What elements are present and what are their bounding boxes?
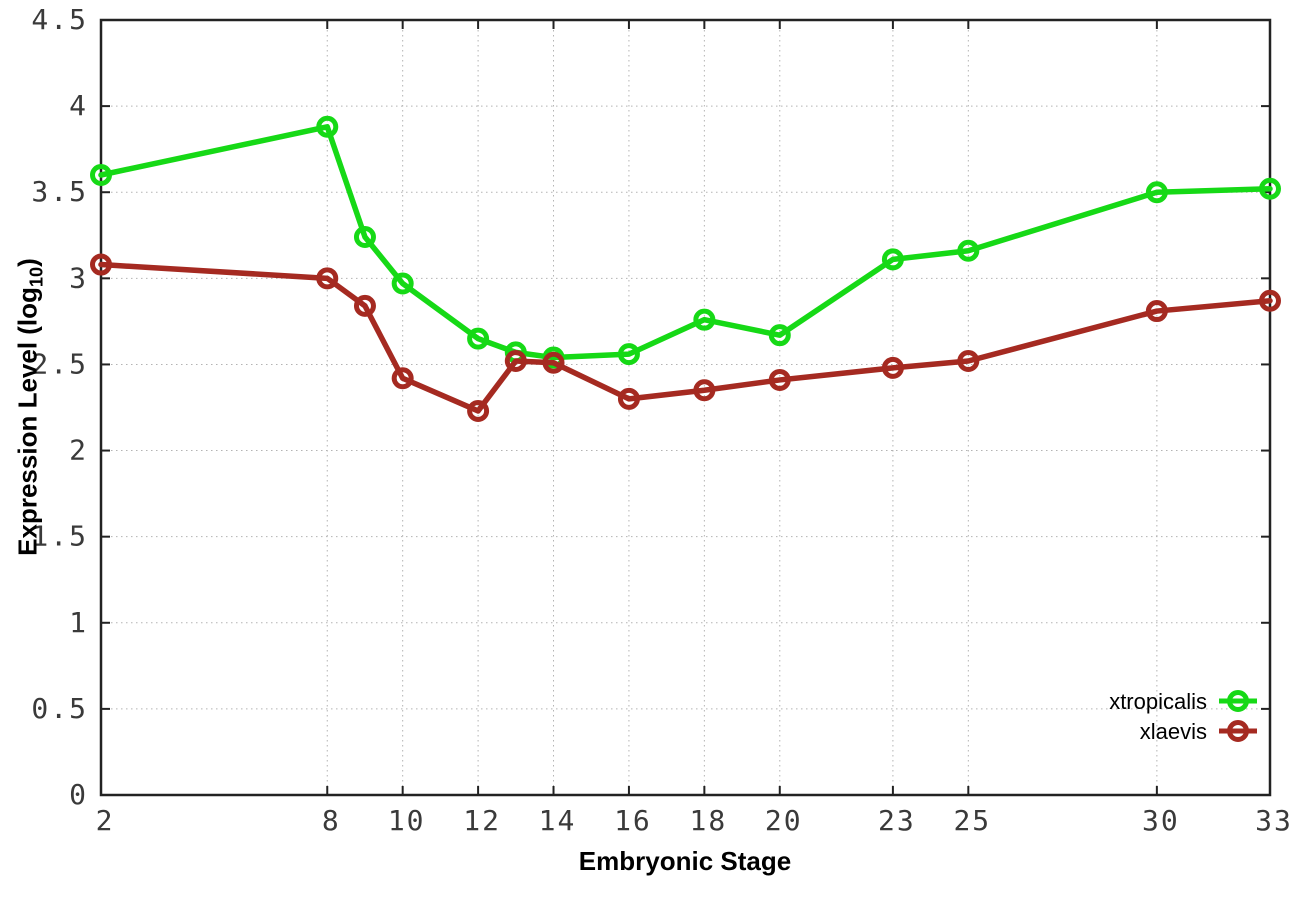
marker-xlaevis	[542, 351, 565, 374]
y-tick-label: 1.5	[31, 520, 88, 553]
y-tick-label: 1	[69, 606, 88, 639]
x-tick-label: 18	[689, 804, 727, 837]
y-axis-title-text: Expression Level (log	[12, 287, 43, 556]
marker-xtropicalis	[316, 115, 339, 138]
x-tick-label: 16	[614, 804, 652, 837]
marker-xlaevis	[617, 387, 640, 410]
y-axis-title-suffix: )	[12, 258, 43, 267]
marker-xlaevis	[957, 350, 980, 372]
marker-xtropicalis	[467, 327, 490, 350]
y-tick-label: 3	[69, 261, 88, 294]
y-axis-title-subscript: 10	[26, 266, 47, 288]
marker-xtropicalis	[391, 272, 414, 295]
marker-xtropicalis	[617, 343, 640, 366]
marker-xtropicalis	[1259, 177, 1281, 200]
marker-xtropicalis	[693, 308, 716, 331]
marker-xlaevis	[467, 399, 490, 422]
marker-xlaevis	[353, 294, 376, 317]
marker-xlaevis	[391, 367, 414, 390]
x-tick-label: 20	[765, 804, 803, 837]
marker-xlaevis	[504, 350, 527, 372]
x-tick-label: 30	[1142, 804, 1180, 837]
y-tick-label: 4.5	[31, 3, 88, 36]
x-tick-label: 25	[953, 804, 991, 837]
legend-label-xlaevis: xlaevis	[1140, 719, 1207, 744]
x-tick-label: 8	[322, 804, 341, 837]
marker-xtropicalis	[353, 226, 376, 248]
marker-xtropicalis	[90, 164, 112, 186]
x-tick-label: 2	[96, 804, 115, 837]
marker-xlaevis	[1259, 289, 1281, 312]
marker-xtropicalis	[768, 324, 791, 347]
series-line-xlaevis	[98, 261, 1273, 414]
marker-xlaevis	[881, 356, 904, 379]
x-axis-title: Embryonic Stage	[578, 846, 792, 876]
x-tick-label: 23	[878, 804, 916, 837]
marker-xlaevis	[90, 253, 112, 276]
y-tick-label: 0	[69, 778, 88, 811]
x-tick-label: 12	[463, 804, 501, 837]
marker-xtropicalis	[1145, 181, 1168, 204]
series-line-xtropicalis	[98, 124, 1273, 361]
marker-xlaevis	[1145, 300, 1168, 323]
legend-sample-marker-xtropicalis	[1227, 690, 1249, 712]
marker-xlaevis	[693, 379, 716, 402]
marker-xlaevis	[768, 368, 791, 391]
y-tick-label: 4	[69, 89, 88, 122]
y-axis-title: Expression Level (log10)	[12, 258, 47, 556]
y-tick-label: 0.5	[31, 692, 88, 725]
plot-border	[99, 18, 1272, 797]
marker-xtropicalis	[881, 248, 904, 271]
x-tick-label: 33	[1255, 804, 1293, 837]
y-tick-label: 2	[69, 434, 88, 467]
legend-label-xtropicalis: xtropicalis	[1109, 689, 1207, 714]
y-tick-label: 3.5	[31, 175, 88, 208]
marker-xtropicalis	[957, 239, 980, 262]
x-tick-label: 14	[539, 804, 577, 837]
marker-xlaevis	[316, 267, 339, 290]
x-tick-label: 10	[388, 804, 426, 837]
y-tick-label: 2.5	[31, 347, 88, 380]
legend-sample-marker-xlaevis	[1227, 720, 1249, 742]
